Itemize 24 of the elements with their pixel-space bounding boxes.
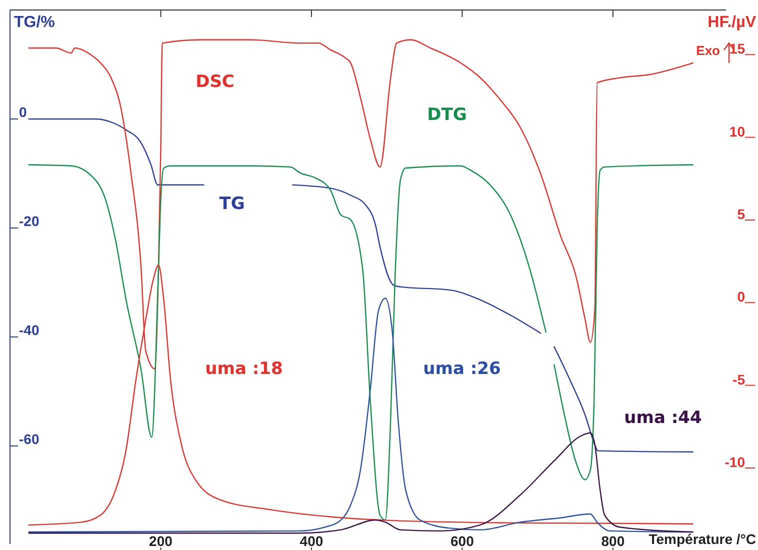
series-label: DSC [196, 72, 234, 92]
y2-tick-label: 0 [737, 288, 746, 305]
annotation: Exo [696, 43, 720, 58]
y2-tick-label: 5 [737, 206, 746, 222]
x-tick-label: 400 [300, 533, 324, 549]
y-tick-label: -40 [19, 322, 40, 338]
x-tick-label: 200 [149, 533, 173, 549]
series-label: uma :44 [624, 408, 702, 428]
y-tick-label: 0 [19, 104, 27, 120]
y2-axis-title: HF./µV [708, 14, 756, 31]
y-tick-label: -60 [19, 430, 40, 447]
x-tick-label: 600 [450, 533, 474, 549]
series-label: TG [219, 194, 245, 214]
text: DTG [427, 105, 467, 125]
y-tick-label: -20 [19, 212, 40, 229]
text: uma :18 [205, 359, 283, 379]
y2-tick-label: 10 [729, 123, 746, 140]
y2-tick-label: -10 [724, 454, 746, 470]
y2-tick-label: -5 [732, 371, 746, 388]
x-axis-title: Température /°C [648, 531, 756, 547]
series-label: uma :26 [423, 359, 501, 379]
y2-tick-label: 15 [729, 40, 746, 57]
x-tick-label: 800 [601, 533, 625, 549]
y-axis-title: TG/% [14, 14, 55, 31]
